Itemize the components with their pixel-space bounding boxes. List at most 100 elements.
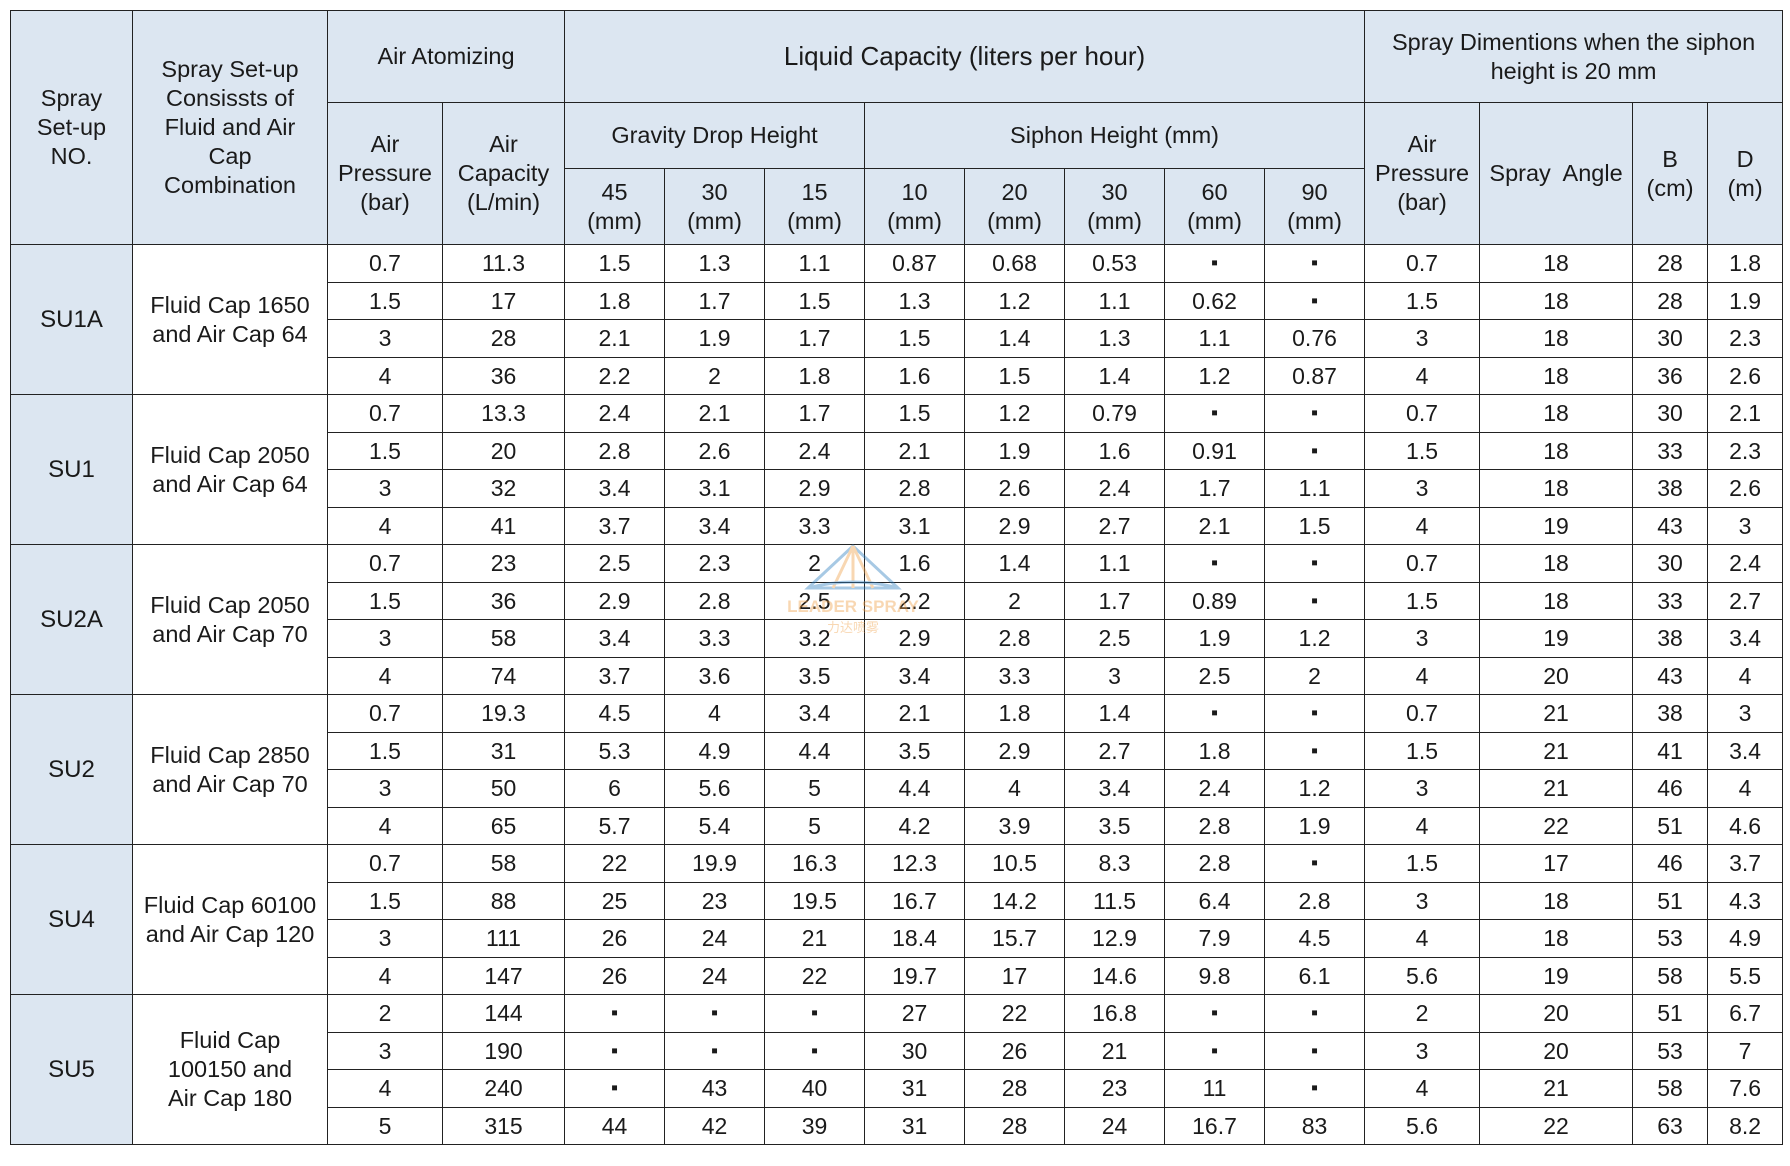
value-cell: ▪ bbox=[764, 1031, 866, 1070]
value-cell: 58 bbox=[1632, 1069, 1709, 1108]
table-row: 4 147 26 24 22 19.7 17 14.6 9.8 6.1 5.6 19 58 5.5 bbox=[11, 956, 1784, 995]
value-cell: 53 bbox=[1632, 1031, 1709, 1070]
value-cell: 3.3 bbox=[664, 619, 766, 658]
value-cell: 18.4 bbox=[864, 919, 966, 958]
cap-combination-cell: Fluid Cap 100150 and Air Cap 180 bbox=[132, 994, 328, 1145]
value-cell: 28 bbox=[441, 319, 566, 358]
value-cell: 2 bbox=[1264, 656, 1366, 695]
value-cell: 5.6 bbox=[1364, 1106, 1481, 1145]
header-spray-dimensions: Spray Dimentions when the siphon height … bbox=[1364, 10, 1784, 103]
value-cell: 13.3 bbox=[441, 394, 566, 433]
value-cell: 5.6 bbox=[664, 769, 766, 808]
value-cell: 7.9 bbox=[1164, 919, 1266, 958]
value-cell: 4 bbox=[1707, 769, 1784, 808]
value-cell: 23 bbox=[1064, 1069, 1166, 1108]
value-cell: 111 bbox=[441, 919, 566, 958]
header-siphon-60: 60 (mm) bbox=[1164, 168, 1266, 245]
value-cell: 22 bbox=[1479, 1106, 1634, 1145]
value-cell: 36 bbox=[441, 581, 566, 620]
value-cell: 3.3 bbox=[964, 656, 1066, 695]
value-cell: 4.6 bbox=[1707, 806, 1784, 845]
value-cell: 21 bbox=[1479, 769, 1634, 808]
setup-number-cell: SU1A bbox=[10, 244, 133, 395]
cap-combination-text: Fluid Cap 2850 and Air Cap 70 bbox=[150, 741, 310, 797]
value-cell: 3 bbox=[327, 619, 443, 658]
header-siphon-90: 90 (mm) bbox=[1264, 168, 1366, 245]
value-cell: 1.5 bbox=[327, 881, 443, 920]
value-cell: 33 bbox=[1632, 431, 1709, 470]
header-air-capacity: Air Capacity (L/min) bbox=[441, 102, 566, 245]
value-cell: 36 bbox=[441, 356, 566, 395]
table-row: 4 41 3.7 3.4 3.3 3.1 2.9 2.7 2.1 1.5 4 19 43 3 bbox=[11, 506, 1784, 545]
value-cell: 14.2 bbox=[964, 881, 1066, 920]
value-cell: ▪ bbox=[1264, 244, 1366, 283]
value-cell: 21 bbox=[1479, 731, 1634, 770]
value-cell: 6 bbox=[564, 769, 666, 808]
value-cell: 31 bbox=[441, 731, 566, 770]
value-cell: 58 bbox=[441, 619, 566, 658]
value-cell: 18 bbox=[1479, 469, 1634, 508]
value-cell: 2.9 bbox=[564, 581, 666, 620]
value-cell: 31 bbox=[864, 1106, 966, 1145]
value-cell: 2.9 bbox=[864, 619, 966, 658]
value-cell: 0.7 bbox=[1364, 244, 1481, 283]
value-cell: 16.8 bbox=[1064, 994, 1166, 1033]
value-cell: 0.87 bbox=[864, 244, 966, 283]
value-cell: 1.2 bbox=[964, 281, 1066, 320]
value-cell: 0.68 bbox=[964, 244, 1066, 283]
value-cell: 40 bbox=[764, 1069, 866, 1108]
value-cell: 1.5 bbox=[327, 731, 443, 770]
value-cell: 0.7 bbox=[327, 544, 443, 583]
value-cell: 3.5 bbox=[764, 656, 866, 695]
table-row: 3 58 3.4 3.3 3.2 2.9 2.8 2.5 1.9 1.2 3 19 38 3.4 bbox=[11, 619, 1784, 658]
value-cell: 5 bbox=[764, 806, 866, 845]
cap-combination-cell: Fluid Cap 2050 and Air Cap 70 bbox=[132, 544, 328, 695]
value-cell: 8.3 bbox=[1064, 844, 1166, 883]
value-cell: 315 bbox=[441, 1106, 566, 1145]
value-cell: 0.7 bbox=[1364, 394, 1481, 433]
value-cell: 28 bbox=[1632, 281, 1709, 320]
value-cell: 2 bbox=[1364, 994, 1481, 1033]
setup-number-cell: SU2 bbox=[10, 694, 133, 845]
value-cell: 3 bbox=[327, 469, 443, 508]
header-gravity-30: 30 (mm) bbox=[664, 168, 766, 245]
value-cell: 190 bbox=[441, 1031, 566, 1070]
value-cell: 0.7 bbox=[1364, 694, 1481, 733]
value-cell: 17 bbox=[441, 281, 566, 320]
value-cell: 4 bbox=[1707, 656, 1784, 695]
value-cell: 1.5 bbox=[327, 581, 443, 620]
value-cell: 3.4 bbox=[864, 656, 966, 695]
value-cell: 0.87 bbox=[1264, 356, 1366, 395]
header-combination: Spray Set-up Consissts of Fluid and Air … bbox=[132, 10, 328, 245]
cap-combination-cell: Fluid Cap 2050 and Air Cap 64 bbox=[132, 394, 328, 545]
value-cell: 31 bbox=[864, 1069, 966, 1108]
value-cell: 3 bbox=[327, 919, 443, 958]
value-cell: 20 bbox=[1479, 1031, 1634, 1070]
value-cell: 20 bbox=[1479, 656, 1634, 695]
value-cell: 1.4 bbox=[964, 544, 1066, 583]
value-cell: ▪ bbox=[1264, 844, 1366, 883]
header-b: B (cm) bbox=[1632, 102, 1709, 245]
value-cell: 2.4 bbox=[1164, 769, 1266, 808]
setup-number-cell: SU4 bbox=[10, 844, 133, 995]
value-cell: 1.5 bbox=[1364, 431, 1481, 470]
value-cell: 1.1 bbox=[1164, 319, 1266, 358]
value-cell: 2 bbox=[327, 994, 443, 1033]
value-cell: 44 bbox=[564, 1106, 666, 1145]
value-cell: ▪ bbox=[564, 1031, 666, 1070]
value-cell: 2.8 bbox=[1264, 881, 1366, 920]
value-cell: 4 bbox=[1364, 1069, 1481, 1108]
value-cell: 10.5 bbox=[964, 844, 1066, 883]
table-row: SU1A Fluid Cap 1650 and Air Cap 64 0.7 11.3… bbox=[10, 244, 1784, 395]
value-cell: 5.5 bbox=[1707, 956, 1784, 995]
value-cell: 51 bbox=[1632, 806, 1709, 845]
value-cell: 2.1 bbox=[664, 394, 766, 433]
value-cell: 46 bbox=[1632, 769, 1709, 808]
value-cell: 3.1 bbox=[864, 506, 966, 545]
value-cell: 2.2 bbox=[564, 356, 666, 395]
value-cell: 144 bbox=[441, 994, 566, 1033]
value-cell: 1.7 bbox=[664, 281, 766, 320]
value-cell: 1.5 bbox=[564, 244, 666, 283]
value-cell: 4.4 bbox=[864, 769, 966, 808]
value-cell: 1.5 bbox=[327, 431, 443, 470]
